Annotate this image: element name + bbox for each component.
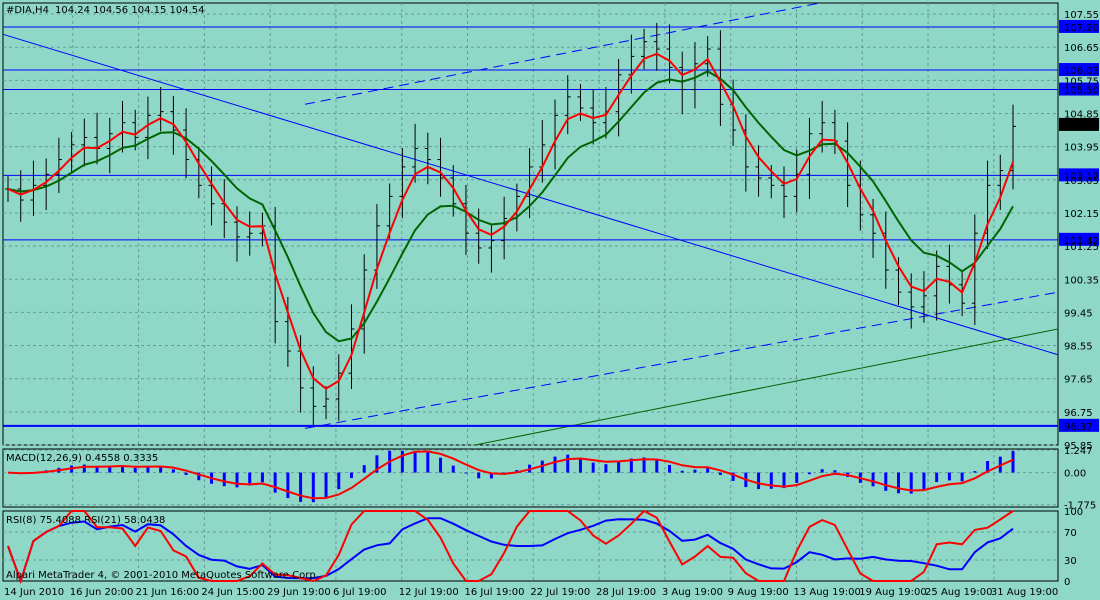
macd-signal-line bbox=[7, 450, 1014, 500]
x-tick-label: 28 Jul 19:00 bbox=[596, 587, 656, 598]
x-tick-label: 21 Jun 16:00 bbox=[136, 587, 200, 598]
x-tick-label: 29 Jun 19:00 bbox=[267, 587, 331, 598]
x-tick-label: 6 Jul 19:00 bbox=[333, 587, 387, 598]
y-tick-label: 101.25 bbox=[1064, 242, 1099, 253]
rsi-tick-label: 100 bbox=[1064, 507, 1083, 518]
price-bars bbox=[5, 22, 1016, 426]
price-panel bbox=[2, 2, 1059, 446]
chart-symbol: #DIA,H4 bbox=[6, 5, 49, 16]
level-tag bbox=[1059, 232, 1099, 246]
level-tag bbox=[1059, 63, 1099, 77]
macd-tick-label: 0.00 bbox=[1064, 469, 1086, 480]
x-tick-label: 13 Aug 19:00 bbox=[793, 587, 860, 598]
rsi-lines bbox=[7, 509, 1014, 585]
x-tick-label: 16 Jun 20:00 bbox=[70, 587, 134, 598]
chart-ohlc: 104.24 104.56 104.15 104.54 bbox=[55, 5, 205, 16]
level-tag-label: 103.17 bbox=[1064, 171, 1099, 182]
x-tick-label: 19 Aug 19:00 bbox=[859, 587, 926, 598]
level-tag-label: 107.20 bbox=[1064, 23, 1099, 34]
y-tick-label: 100.35 bbox=[1064, 275, 1099, 286]
level-tag-label: 106.03 bbox=[1064, 66, 1099, 77]
grid bbox=[3, 3, 1058, 581]
level-tag-label: 96.37 bbox=[1064, 422, 1093, 433]
y-tick-label: 106.65 bbox=[1064, 43, 1099, 54]
y-tick-label: 102.15 bbox=[1064, 209, 1099, 220]
series-rsi-21 bbox=[7, 517, 1014, 585]
x-tick-label: 12 Jul 19:00 bbox=[399, 587, 459, 598]
trend-line-down bbox=[2, 33, 1059, 356]
rsi-tick-label: 70 bbox=[1064, 528, 1077, 539]
x-tick-label: 3 Aug 19:00 bbox=[662, 587, 723, 598]
x-tick-label: 31 Aug 19:00 bbox=[991, 587, 1058, 598]
level-tag-label: 105.50 bbox=[1064, 86, 1099, 97]
credit-text: Alpari MetaTrader 4, © 2001-2010 MetaQuo… bbox=[6, 570, 319, 581]
channel-line-upper bbox=[304, 2, 821, 105]
y-tick-label: 104.85 bbox=[1064, 110, 1099, 121]
series-ma-fast bbox=[7, 52, 1014, 390]
macd-histogram bbox=[7, 450, 1015, 503]
rsi-tick-label: 30 bbox=[1064, 556, 1077, 567]
x-tick-label: 9 Aug 19:00 bbox=[728, 587, 789, 598]
level-tag bbox=[1059, 82, 1099, 96]
moving-averages bbox=[7, 52, 1014, 390]
level-tag bbox=[1059, 418, 1099, 432]
rsi-title: RSI(8) 75.4088 RSI(21) 58.0438 bbox=[6, 515, 165, 526]
macd-title: MACD(12,26,9) 0.4558 0.3335 bbox=[6, 453, 158, 464]
y-tick-label: 95.85 bbox=[1064, 441, 1093, 452]
axis-labels: 14 Jun 2010 16 Jun 20:00 21 Jun 16:00 24 Ju… bbox=[4, 10, 1099, 598]
horizontal-levels: 107.20 106.03 105.50 103.17 101.42 96.37 104.5… bbox=[3, 19, 1099, 433]
y-tick-label: 103.05 bbox=[1064, 176, 1099, 187]
macd-tick-label: -1.775 bbox=[1064, 501, 1096, 512]
x-tick-label: 25 Aug 19:00 bbox=[925, 587, 992, 598]
level-tag bbox=[1059, 168, 1099, 182]
macd-tick-label: 1.247 bbox=[1064, 446, 1093, 457]
current-price-label: 104.54 bbox=[1064, 121, 1099, 132]
y-tick-label: 107.55 bbox=[1064, 10, 1099, 21]
level-tag bbox=[1059, 19, 1099, 33]
y-tick-label: 105.75 bbox=[1064, 76, 1099, 87]
y-tick-label: 99.45 bbox=[1064, 308, 1093, 319]
y-tick-label: 97.65 bbox=[1064, 375, 1093, 386]
series-rsi-8 bbox=[7, 509, 1014, 585]
support-line bbox=[474, 328, 1059, 446]
level-tag-label: 101.42 bbox=[1064, 236, 1099, 247]
x-tick-label: 24 Jun 15:00 bbox=[201, 587, 265, 598]
y-tick-label: 98.55 bbox=[1064, 342, 1093, 353]
x-tick-label: 14 Jun 2010 bbox=[4, 587, 64, 598]
x-tick-label: 16 Jul 19:00 bbox=[465, 587, 525, 598]
x-tick-label: 22 Jul 19:00 bbox=[530, 587, 590, 598]
y-tick-label: 96.75 bbox=[1064, 408, 1093, 419]
current-price-tag bbox=[1059, 117, 1099, 131]
rsi-tick-label: 0 bbox=[1064, 577, 1070, 588]
macd-panel bbox=[2, 448, 1059, 508]
y-tick-label: 103.95 bbox=[1064, 143, 1099, 154]
